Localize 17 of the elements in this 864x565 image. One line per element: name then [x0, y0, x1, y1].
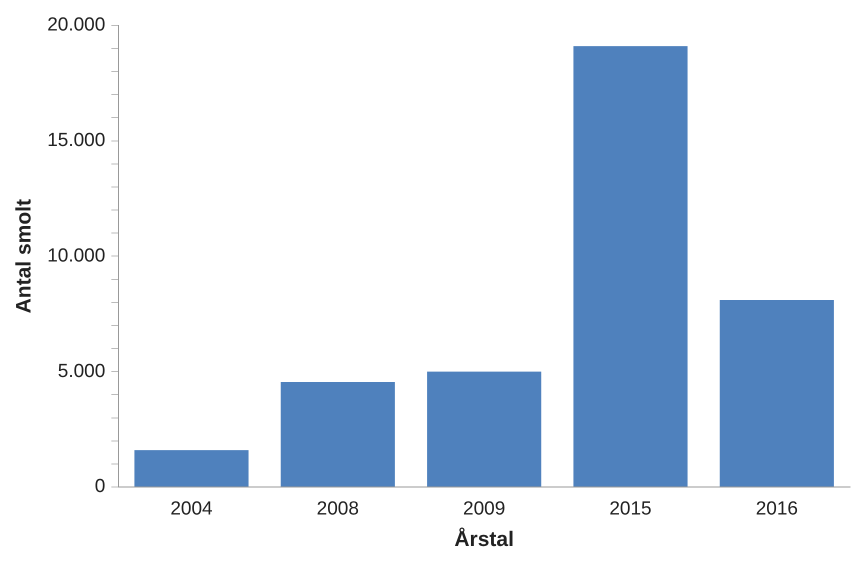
y-tick-label: 20.000	[47, 14, 106, 36]
x-axis-title: Årstal	[454, 527, 514, 552]
y-tick-label: 15.000	[47, 130, 106, 152]
bar	[573, 46, 688, 486]
bar	[280, 382, 395, 486]
bar	[427, 372, 542, 486]
y-tick-label: 0	[94, 476, 106, 498]
x-tick-label: 2015	[609, 498, 652, 520]
x-tick-label: 2016	[756, 498, 798, 520]
x-tick-label: 2004	[170, 498, 214, 520]
x-tick-label: 2009	[463, 498, 506, 520]
bar	[134, 450, 249, 486]
bar	[720, 300, 834, 486]
y-tick-label: 5.000	[58, 360, 106, 382]
x-tick-label: 2008	[316, 498, 359, 520]
y-axis-title: Antal smolt	[12, 199, 36, 314]
y-tick-label: 10.000	[47, 245, 106, 266]
